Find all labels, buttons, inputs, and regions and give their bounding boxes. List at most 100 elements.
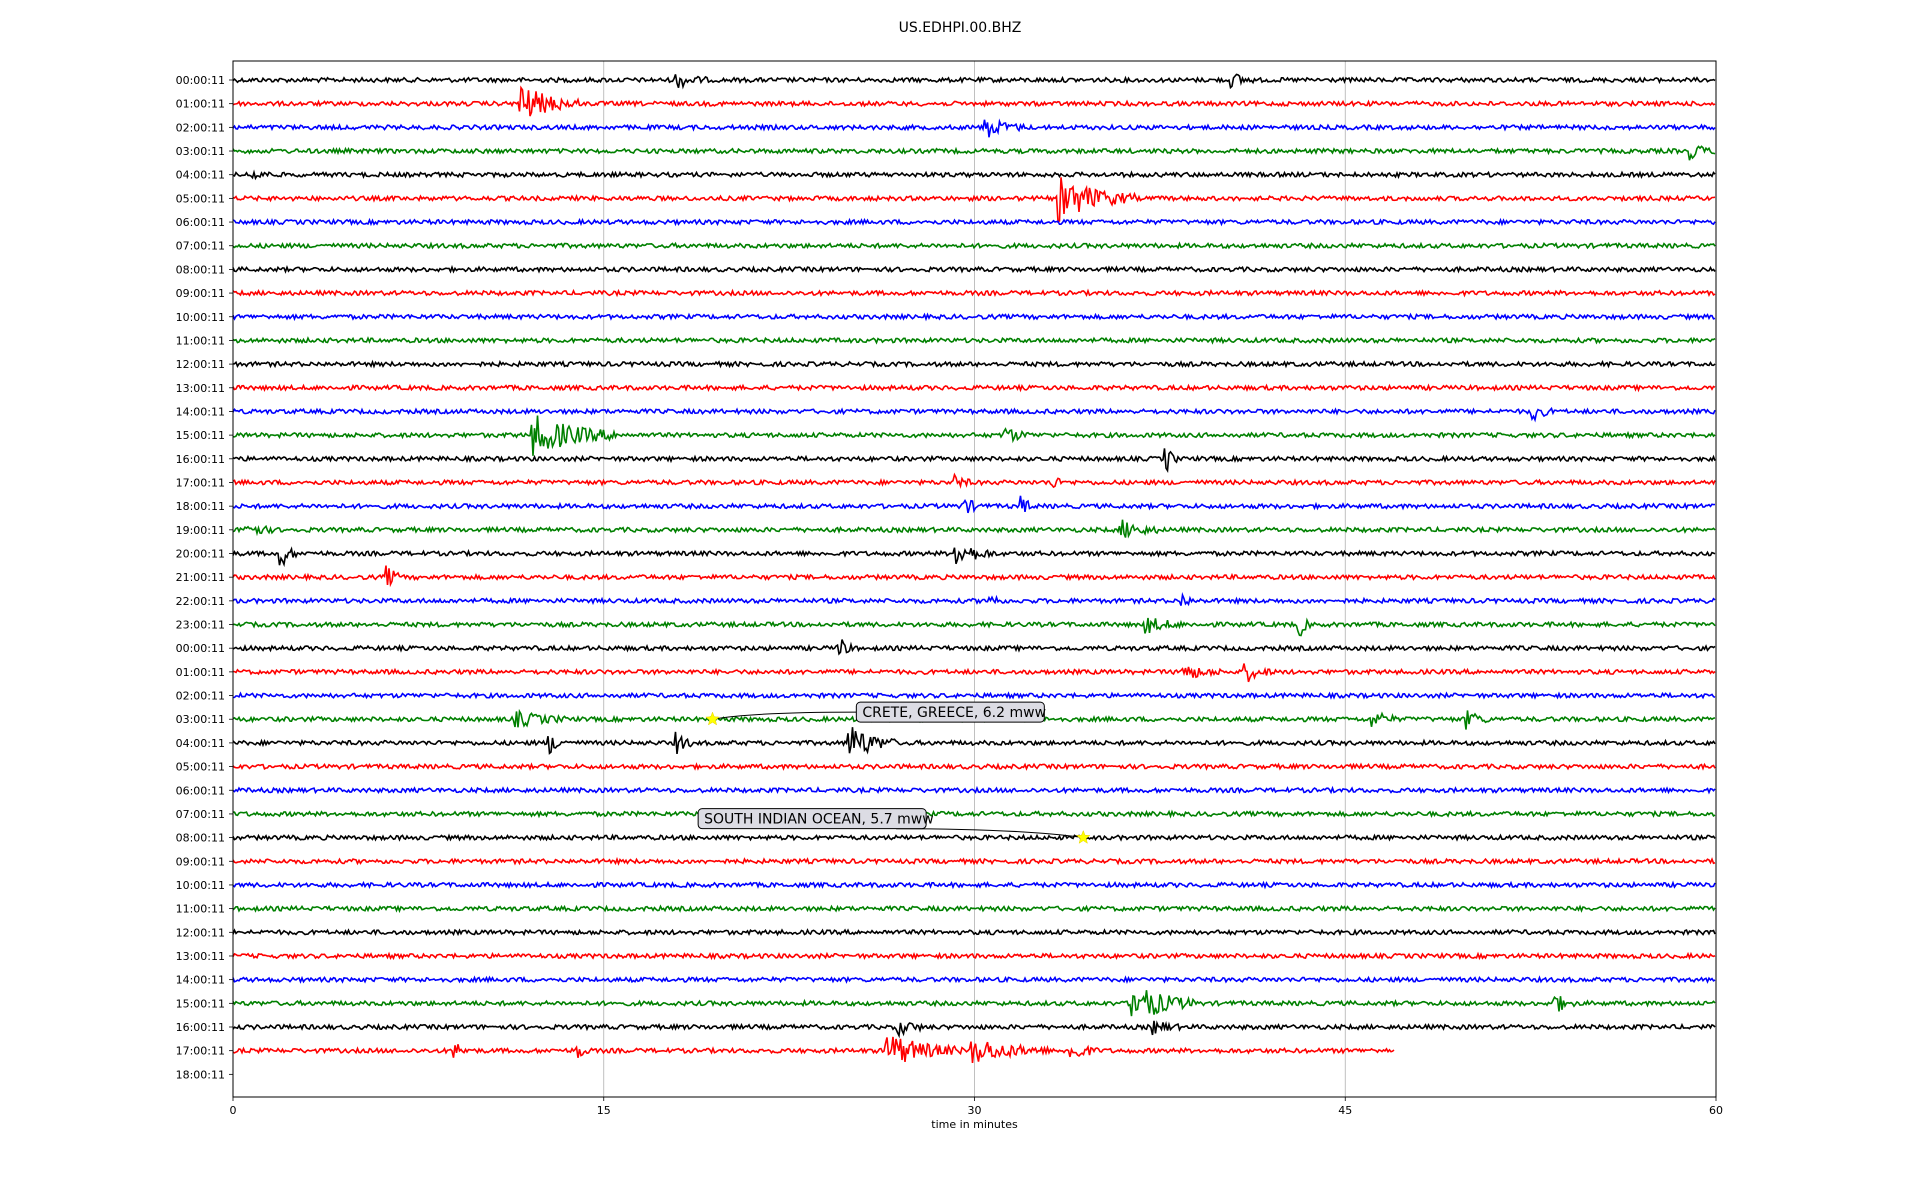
y-tick-label: 11:00:11	[176, 903, 225, 916]
trace-line	[232, 691, 1716, 700]
trace-series	[232, 73, 1716, 1063]
annotations: CRETE, GREECE, 6.2 mww SOUTH INDIAN OCEAN…	[697, 701, 1091, 844]
trace-line	[232, 169, 1716, 181]
y-tick-label: 21:00:11	[176, 571, 225, 584]
trace-line	[232, 639, 1716, 656]
y-tick-label: 22:00:11	[176, 595, 225, 608]
y-tick-label: 05:00:11	[176, 192, 225, 205]
y-tick-label: 04:00:11	[176, 737, 225, 750]
y-tick-label: 15:00:11	[176, 997, 225, 1010]
annotation-box	[855, 701, 1045, 723]
trace-line	[232, 975, 1716, 984]
y-tick-label: 08:00:11	[176, 263, 225, 276]
trace-line	[232, 928, 1716, 937]
trace-line	[232, 1020, 1716, 1039]
y-tick-label: 00:00:11	[176, 642, 225, 655]
trace-line	[232, 809, 1716, 819]
trace-line	[232, 336, 1716, 345]
y-tick-label: 03:00:11	[176, 713, 225, 726]
x-tick-label: 15	[597, 1104, 611, 1117]
y-tick-label: 10:00:11	[176, 879, 225, 892]
trace-line	[232, 495, 1716, 514]
annotation-label: CRETE, GREECE, 6.2 mww	[862, 705, 1046, 721]
y-tick-label: 18:00:11	[176, 500, 225, 513]
y-tick-label: 12:00:11	[176, 358, 225, 371]
annotation-connector	[896, 828, 1084, 839]
y-tick-label: 16:00:11	[176, 1021, 225, 1034]
trace-line	[232, 177, 1716, 224]
trace-line	[232, 951, 1716, 961]
y-tick-label: 14:00:11	[176, 974, 225, 987]
trace-line	[232, 145, 1716, 161]
trace-line	[232, 565, 1716, 588]
trace-line	[232, 241, 1716, 250]
chart-title: US.EDHPI.00.BHZ	[898, 20, 1022, 36]
y-tick-label: 09:00:11	[176, 855, 225, 868]
trace-line	[232, 1036, 1395, 1063]
trace-line	[232, 617, 1716, 637]
event-star-icon	[705, 711, 720, 726]
trace-line	[232, 472, 1716, 489]
x-axis-label: time in minutes	[931, 1118, 1018, 1131]
trace-line	[232, 312, 1716, 322]
event-star-icon	[1075, 829, 1091, 844]
y-tick-label: 11:00:11	[176, 334, 225, 347]
trace-line	[232, 762, 1716, 772]
y-tick-label: 19:00:11	[176, 524, 225, 537]
y-tick-label: 18:00:11	[176, 1068, 225, 1081]
trace-line	[232, 856, 1716, 866]
x-tick-label: 0	[230, 1104, 237, 1117]
trace-line	[232, 217, 1716, 227]
y-tick-label: 12:00:11	[176, 926, 225, 939]
axes: 00:00:11 01:00:11 02:00:11 03:00:11 04:00:11…	[176, 60, 1723, 1131]
trace-line	[232, 663, 1716, 683]
y-tick-label: 05:00:11	[176, 761, 225, 774]
y-tick-label: 14:00:11	[176, 405, 225, 418]
y-tick-label: 16:00:11	[176, 453, 225, 466]
y-tick-label: 13:00:11	[176, 382, 225, 395]
x-tick-label: 60	[1709, 1104, 1723, 1117]
y-tick-label: 06:00:11	[176, 784, 225, 797]
y-tick-label: 02:00:11	[176, 690, 225, 703]
trace-line	[232, 118, 1716, 138]
y-tick-label: 07:00:11	[176, 808, 225, 821]
y-tick-label: 08:00:11	[176, 832, 225, 845]
trace-line	[232, 785, 1716, 795]
y-tick-label: 20:00:11	[176, 548, 225, 561]
y-tick-label: 03:00:11	[176, 145, 225, 158]
trace-line	[232, 904, 1716, 914]
y-tick-label: 02:00:11	[176, 121, 225, 134]
trace-line	[233, 415, 1716, 456]
x-tick-label: 30	[968, 1104, 982, 1117]
y-tick-label: 09:00:11	[176, 287, 225, 300]
annotation-connector	[712, 711, 857, 720]
trace-line	[232, 990, 1716, 1017]
y-tick-label: 23:00:11	[176, 619, 225, 632]
y-tick-label: 06:00:11	[176, 216, 225, 229]
trace-line	[232, 383, 1716, 393]
trace-line	[232, 264, 1716, 274]
grid-lines	[603, 61, 1346, 1097]
y-tick-label: 04:00:11	[176, 169, 225, 182]
y-tick-label: 01:00:11	[176, 666, 225, 679]
annotation-box	[697, 808, 927, 830]
annotation-label: SOUTH INDIAN OCEAN, 5.7 mww	[704, 812, 934, 828]
trace-line	[232, 448, 1716, 473]
trace-line	[232, 359, 1716, 369]
trace-line	[232, 727, 1716, 755]
trace-line	[232, 406, 1716, 423]
x-tick-label: 45	[1338, 1104, 1352, 1117]
y-tick-label: 13:00:11	[176, 950, 225, 963]
trace-line	[232, 591, 1716, 607]
y-tick-label: 00:00:11	[176, 74, 225, 87]
trace-line	[232, 288, 1716, 298]
trace-line	[232, 546, 1716, 568]
y-tick-label: 01:00:11	[176, 98, 225, 111]
trace-line	[232, 833, 1716, 842]
y-tick-label: 15:00:11	[176, 429, 225, 442]
y-tick-label: 07:00:11	[176, 240, 225, 253]
trace-line	[232, 519, 1716, 539]
y-tick-label: 17:00:11	[176, 1045, 225, 1058]
trace-line	[232, 85, 1716, 117]
